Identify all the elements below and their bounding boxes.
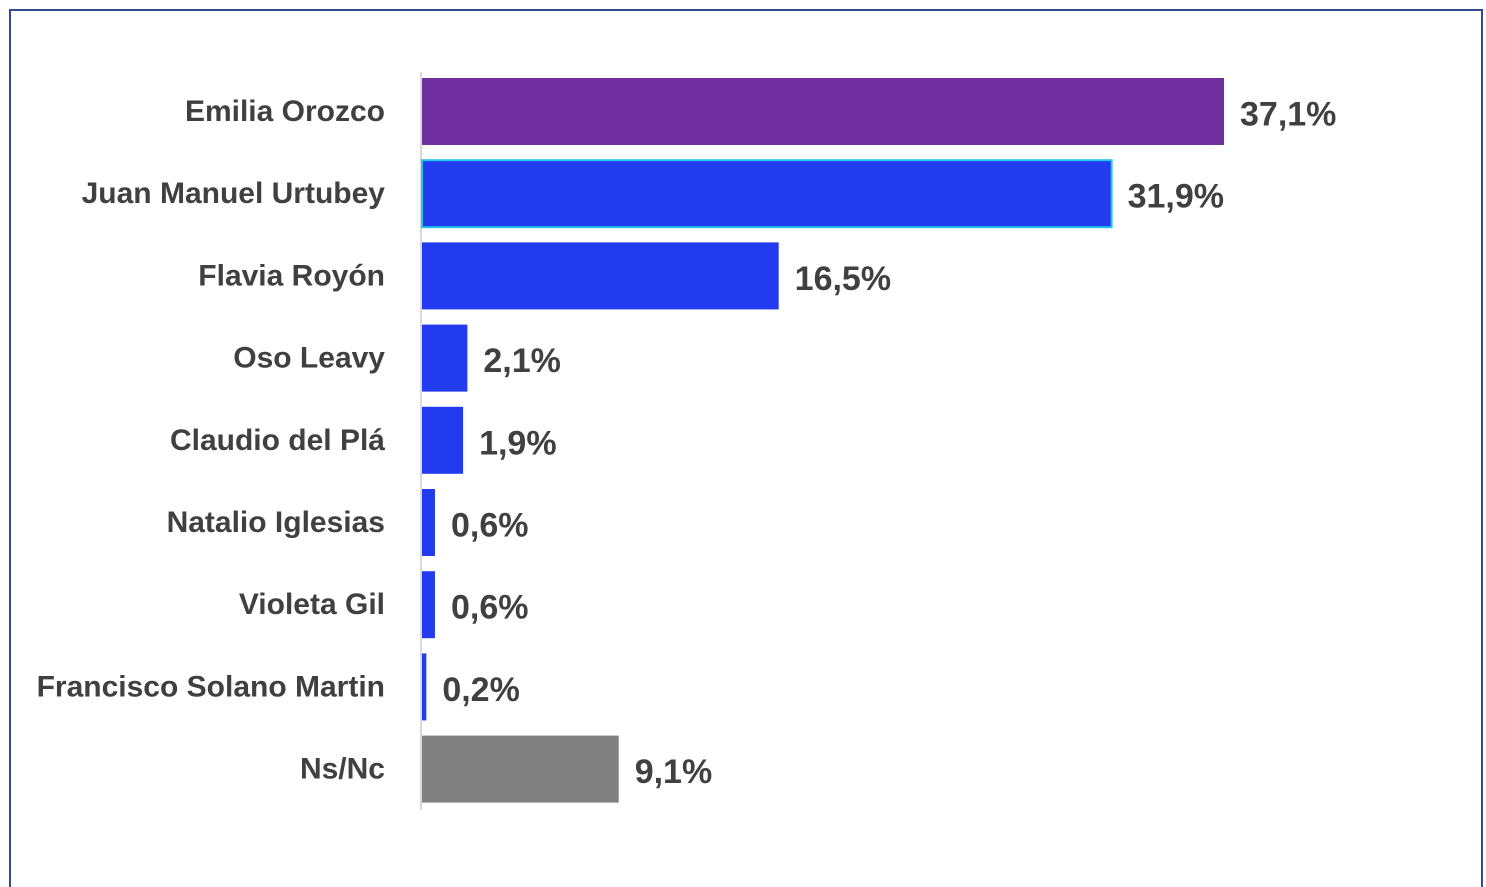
category-label-natalio-iglesias: Natalio Iglesias [167, 506, 385, 539]
category-label-francisco-solano-martin: Francisco Solano Martin [37, 670, 385, 703]
category-label-claudio-del-pla: Claudio del Plá [170, 424, 385, 457]
category-labels: Emilia Orozco Juan Manuel Urtubey Flavia R… [37, 95, 386, 786]
category-label-violeta-gil: Violeta Gil [239, 588, 385, 621]
bars-layer [421, 78, 1224, 803]
category-label-emilia-orozco: Emilia Orozco [185, 95, 385, 128]
bar-violeta-gil [422, 571, 435, 639]
bar-juan-manuel-urtubey [421, 159, 1113, 229]
bar-emilia-orozco [422, 78, 1224, 145]
value-labels: 37,1% 31,9% 16,5% 2,1% 1,9% 0,6% 0,6% 0,2% 9,1% [442, 96, 1336, 792]
chart-frame [9, 9, 1483, 887]
value-label-claudio-del-pla: 1,9% [479, 424, 556, 462]
category-label-oso-leavy: Oso Leavy [233, 342, 385, 375]
value-label-juan-manuel-urtubey: 31,9% [1128, 178, 1224, 216]
bar-natalio-iglesias [422, 489, 435, 556]
category-label-ns-nc: Ns/Nc [300, 753, 385, 786]
value-label-flavia-royon: 16,5% [795, 260, 891, 298]
value-label-francisco-solano-martin: 0,2% [442, 671, 520, 709]
value-label-ns-nc: 9,1% [635, 753, 713, 791]
bar-francisco-solano-martin [422, 653, 427, 721]
value-label-emilia-orozco: 37,1% [1240, 96, 1336, 134]
category-label-flavia-royon: Flavia Royón [198, 259, 385, 292]
bar-flavia-royon [422, 242, 779, 310]
category-label-juan-manuel-urtubey: Juan Manuel Urtubey [82, 177, 386, 210]
value-label-oso-leavy: 2,1% [483, 342, 561, 380]
bar-ns-nc [422, 735, 619, 803]
bar-oso-leavy [422, 324, 468, 392]
value-label-violeta-gil: 0,6% [451, 589, 529, 627]
bar-claudio-del-pla [422, 406, 464, 474]
value-label-natalio-iglesias: 0,6% [451, 507, 529, 545]
